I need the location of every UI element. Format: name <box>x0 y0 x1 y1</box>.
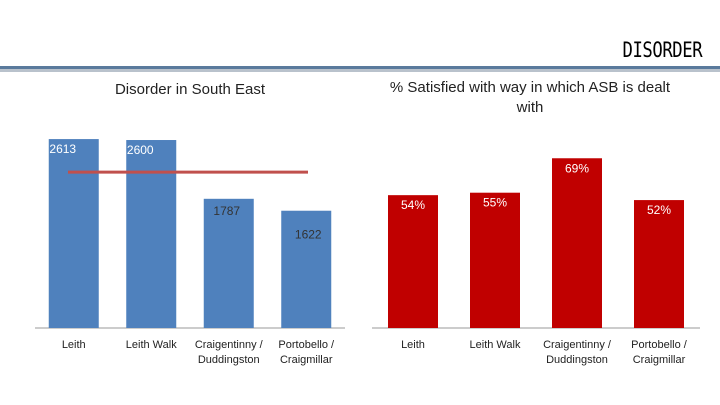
category-label: Leith Walk <box>126 339 177 351</box>
right-bar <box>388 195 438 328</box>
left-data-label: 2613 <box>49 142 76 156</box>
left-chart-title: Disorder in South East <box>114 81 266 98</box>
left-data-label: 1787 <box>213 204 240 218</box>
title-rule <box>0 66 720 69</box>
category-label: Leith Walk <box>470 339 521 351</box>
left-bar <box>281 210 332 328</box>
category-label: Portobello / Craigmillar <box>278 339 335 366</box>
right-data-label: 54% <box>401 198 425 212</box>
right-bar <box>552 158 602 328</box>
category-label: Portobello / Craigmillar <box>631 339 688 366</box>
right-data-label: 55% <box>483 196 507 210</box>
category-label: Leith <box>401 339 425 351</box>
right-chart-title: % Satisfied with way in which ASB is dea… <box>389 79 671 116</box>
slide-title: DISORDER <box>622 38 702 62</box>
left-bar <box>126 140 177 328</box>
left-bar <box>203 198 254 328</box>
right-bar <box>470 192 520 328</box>
left-data-label: 1622 <box>295 228 322 242</box>
right-data-label: 52% <box>647 203 671 217</box>
right-data-label: 69% <box>565 161 589 175</box>
right-bar <box>634 200 684 328</box>
category-label: Craigentinny / Duddingston <box>543 339 612 366</box>
left-data-label: 2600 <box>127 143 154 157</box>
category-label: Leith <box>62 339 86 351</box>
left-bar <box>48 139 99 328</box>
title-rule-shadow <box>0 69 720 72</box>
category-label: Craigentinny / Duddingston <box>195 339 264 366</box>
